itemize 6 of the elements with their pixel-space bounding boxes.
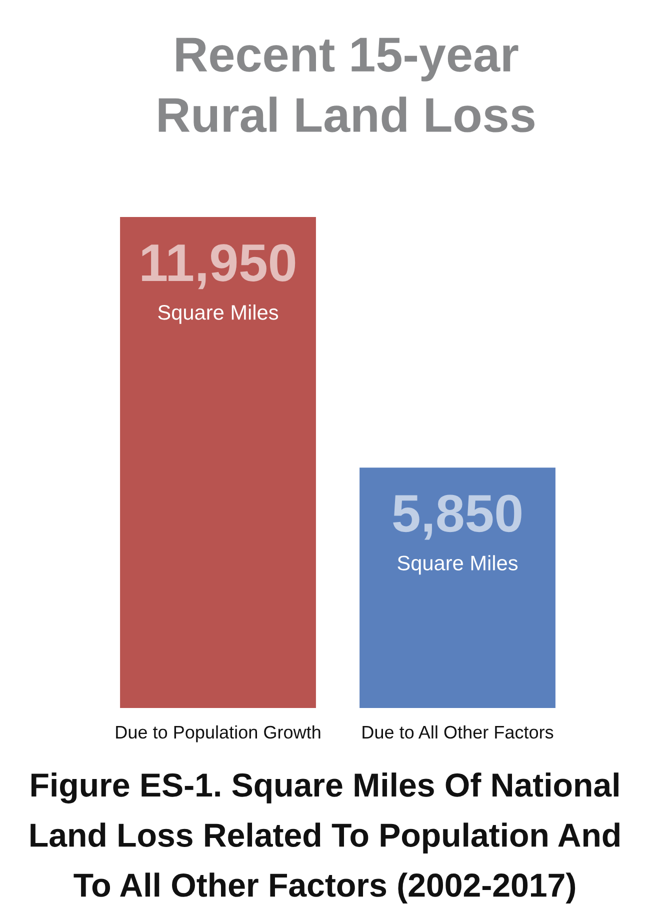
data-label: 5,850 Square Miles xyxy=(393,494,522,575)
data-label: 11,950 Square Miles xyxy=(142,244,296,324)
x-tick-label: Due to Population Growth xyxy=(116,725,320,742)
chart-title: Recent 15-year Rural Land Loss xyxy=(158,38,534,132)
x-tick-label: Due to All Other Factors xyxy=(362,725,554,739)
text: Figure ES-1. Square Miles Of National Land Loss Related To Population And To All Other Factors (2002-2017) xyxy=(30,772,620,904)
